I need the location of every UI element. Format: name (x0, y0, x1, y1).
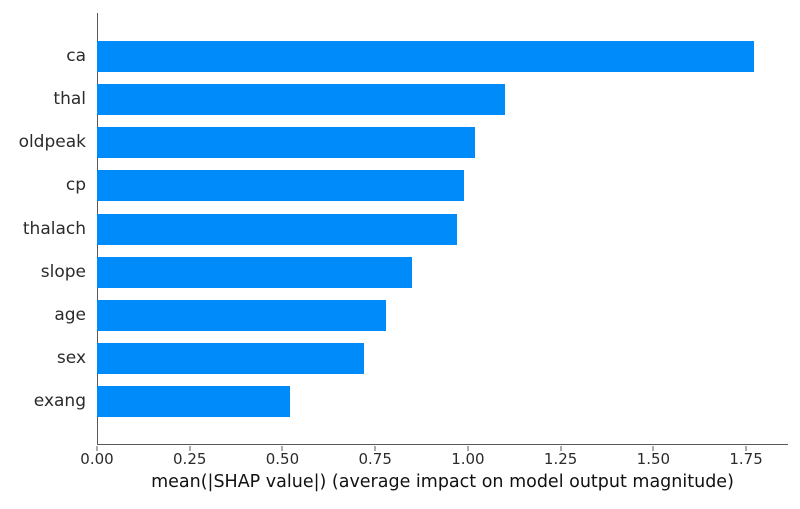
y-tick-label-exang: exang (33, 391, 86, 411)
x-tick-label: 0.00 (80, 450, 114, 468)
x-tick-mark (652, 446, 654, 451)
bar-row: oldpeak (0, 127, 788, 159)
shap-bar-cp (97, 170, 465, 202)
bar-track (97, 386, 788, 417)
bar-row: slope (0, 256, 788, 288)
shap-bar-thal (97, 84, 505, 116)
bar-track (97, 127, 788, 159)
bar-track (97, 299, 788, 331)
shap-bar-slope (97, 256, 413, 288)
bar-track (97, 256, 788, 288)
x-tick-mark (467, 446, 469, 451)
bar-row: sex (0, 342, 788, 374)
bar-row: exang (0, 386, 788, 417)
y-tick-label-sex: sex (56, 347, 86, 368)
y-tick-label-oldpeak: oldpeak (18, 132, 86, 153)
shap-bar-sex (97, 342, 365, 374)
shap-bar-exang (97, 386, 290, 417)
y-tick-label-thal: thal (53, 89, 86, 110)
bar-row: thal (0, 84, 788, 116)
bar-row: cp (0, 170, 788, 202)
x-axis-ticks: 0.00 0.25 0.50 0.75 1.00 1.25 1.50 1.75 (80, 446, 788, 476)
bar-row: age (0, 299, 788, 331)
x-tick-label: 0.50 (265, 450, 300, 468)
x-tick-label: 1.25 (543, 450, 578, 468)
x-tick-label: 1.00 (451, 450, 485, 468)
x-tick-label: 0.25 (173, 450, 207, 468)
y-tick-label-slope: slope (40, 261, 86, 282)
bar-track (97, 41, 788, 72)
x-tick-label: 1.50 (636, 450, 671, 468)
shap-bar-thalach (97, 213, 457, 245)
y-tick-label-cp: cp (65, 175, 86, 196)
bar-track (97, 342, 788, 374)
x-tick-label: 1.75 (729, 450, 763, 468)
x-axis-label: mean(|SHAP value|) (average impact on mo… (151, 472, 734, 492)
x-tick-mark (560, 446, 562, 451)
bar-track (97, 213, 788, 245)
shap-bar-oldpeak (97, 127, 476, 159)
x-tick-mark (281, 446, 283, 451)
bar-track (97, 84, 788, 116)
x-tick-mark (96, 446, 98, 451)
bar-row: thalach (0, 213, 788, 245)
bar-track (97, 170, 788, 202)
x-tick-mark (374, 446, 376, 451)
y-tick-label-ca: ca (66, 46, 86, 66)
x-tick-label: 0.75 (358, 450, 392, 468)
y-tick-label-thalach: thalach (22, 218, 86, 239)
bar-row: ca (0, 41, 788, 72)
shap-bar-age (97, 299, 387, 331)
x-tick-mark (189, 446, 191, 451)
shap-bar-ca (97, 41, 754, 72)
y-tick-label-age: age (54, 304, 86, 325)
bar-rows: ca thal oldpeak cp thalach slope age se (0, 13, 788, 445)
x-tick-mark (745, 446, 747, 451)
